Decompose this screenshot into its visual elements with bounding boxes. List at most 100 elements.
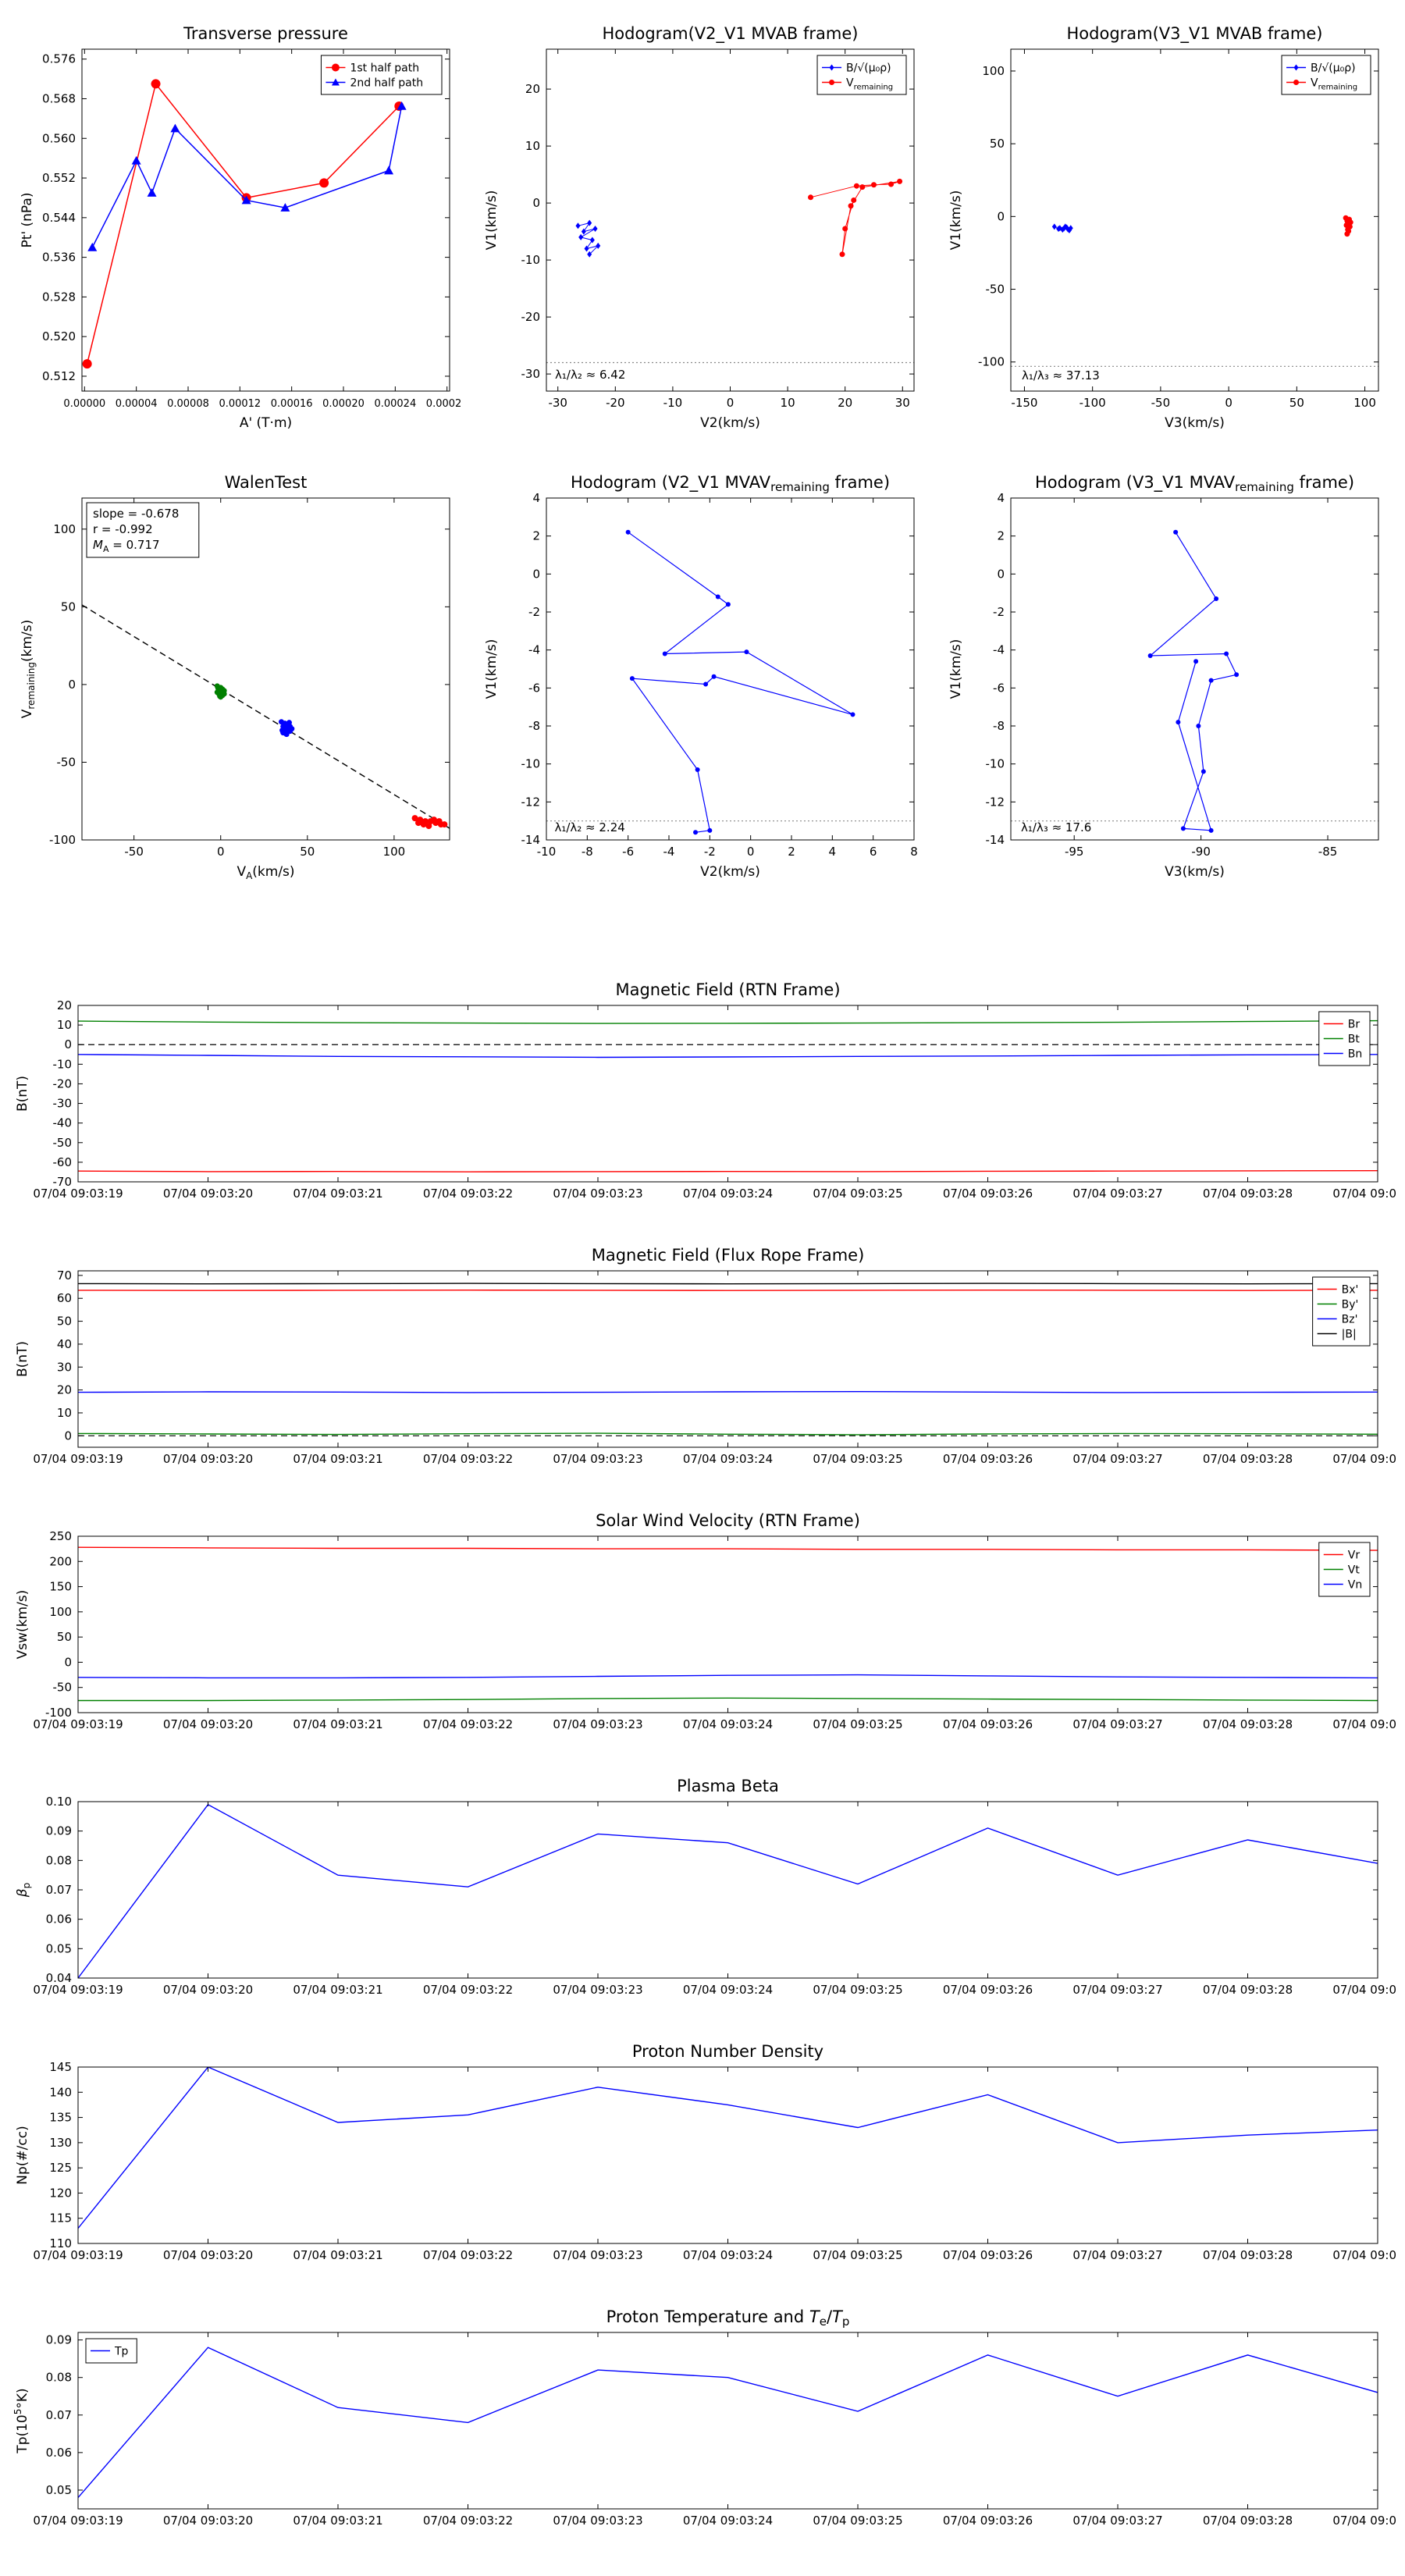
x-tick-label: -85 <box>1318 845 1338 859</box>
x-tick-label: 100 <box>383 845 406 859</box>
series-line-1 <box>78 1697 1378 1702</box>
x-tick-label: 07/04 09:03:23 <box>553 2514 642 2528</box>
series-line-0 <box>78 1803 1378 1978</box>
x-tick-label: 50 <box>1289 396 1304 410</box>
legend-label: Bn <box>1348 1048 1362 1061</box>
y-axis-label: V1(km/s) <box>484 190 500 251</box>
chart-walen-test: -50 0 50 100 -100 -50 0 50 100 WalenTest VA(km/s) V… <box>8 463 461 888</box>
x-tick-label: 8 <box>910 845 918 859</box>
chart-hodogram-v2v1-mvab: -30 -20 -10 0 10 20 30 -30 -20 -10 0 10 20 Hodogram(V… <box>472 14 925 439</box>
x-tick-label: 07/04 09:03:21 <box>293 1452 382 1466</box>
y-tick-label: 20 <box>525 82 540 96</box>
x-tick-label: 07/04 09:03:28 <box>1203 2248 1293 2262</box>
x-tick-label: 2 <box>788 845 795 859</box>
series-line-1 <box>78 1019 1378 1024</box>
legend-label: |B| <box>1342 1329 1357 1341</box>
marker <box>725 602 731 607</box>
marker <box>411 815 418 822</box>
x-tick-label: 6 <box>870 845 877 859</box>
marker <box>662 651 667 656</box>
x-tick-label: 07/04 09:03:25 <box>813 1187 902 1201</box>
x-tick-label: 07/04 09:03:29 <box>1332 1717 1397 1731</box>
marker <box>808 194 814 201</box>
plot-frame <box>81 497 450 841</box>
marker <box>848 203 854 209</box>
y-tick-label: -6 <box>528 681 540 695</box>
y-tick-label: -2 <box>528 605 540 619</box>
chart-title: Solar Wind Velocity (RTN Frame) <box>596 1511 860 1530</box>
y-tick-label: 10 <box>525 139 540 153</box>
y-tick-label: -10 <box>521 757 541 771</box>
x-tick-label: 07/04 09:03:27 <box>1072 1187 1162 1201</box>
marker <box>331 78 340 86</box>
y-tick-label: 60 <box>57 1291 72 1305</box>
y-tick-label: 20 <box>57 1383 72 1397</box>
y-tick-label: 0.07 <box>46 1883 72 1897</box>
series-line-0 <box>78 1546 1378 1551</box>
x-tick-label: 07/04 09:03:27 <box>1072 1983 1162 1997</box>
x-tick-label: 07/04 09:03:28 <box>1203 1452 1293 1466</box>
marker <box>695 767 700 772</box>
chart-proton-temperature: 07/04 09:03:19 07/04 09:03:20 07/04 09:03:… <box>8 2307 1397 2542</box>
y-tick-label: -70 <box>53 1175 73 1189</box>
x-tick-label: 07/04 09:03:26 <box>943 1717 1033 1731</box>
y-tick-label: 0 <box>532 196 540 210</box>
marker <box>1208 678 1214 683</box>
y-tick-label: 0.512 <box>42 369 76 383</box>
marker <box>215 685 221 692</box>
y-tick-label: 115 <box>49 2211 72 2226</box>
marker <box>1214 596 1219 601</box>
legend-label: Tp <box>114 2346 129 2358</box>
chart-title: WalenTest <box>225 473 308 492</box>
x-tick-label: 07/04 09:03:24 <box>683 2514 773 2528</box>
y-tick-label: 10 <box>57 1018 72 1032</box>
y-tick-label: -20 <box>53 1076 73 1091</box>
y-tick-label: 0 <box>64 1429 72 1443</box>
marker <box>425 823 432 830</box>
marker <box>431 817 438 824</box>
marker <box>331 63 340 72</box>
legend-label: Vn <box>1348 1579 1362 1592</box>
chart-hodogram-v2v1-mvav: -10 -8 -6 -4 -2 0 2 4 6 8 -14 -12 -10 -8 -6 -4 -2 0 2 4 Hodo… <box>472 463 925 888</box>
marker <box>711 674 717 679</box>
legend-label: 2nd half path <box>350 77 423 90</box>
y-tick-label: 150 <box>49 1580 72 1594</box>
x-tick-label: 07/04 09:03:27 <box>1072 1452 1162 1466</box>
x-tick-label: -50 <box>124 845 144 859</box>
annotation: λ₁/λ₂ ≈ 2.24 <box>554 820 624 834</box>
chart-hodogram-v3v1-mvav: -95 -90 -85 -14 -12 -10 -8 -6 -4 -2 0 2 4 Hodogram (V… <box>937 463 1389 888</box>
y-tick-label: 50 <box>990 137 1005 151</box>
y-tick-label: -6 <box>993 681 1005 695</box>
marker <box>280 203 290 212</box>
plot-frame <box>77 1270 1378 1448</box>
plot-frame <box>77 2332 1378 2510</box>
legend-label: Vremaining <box>1311 77 1357 92</box>
y-tick-label: 145 <box>49 2060 72 2074</box>
x-tick-label: 07/04 09:03:20 <box>163 2248 253 2262</box>
x-tick-label: -10 <box>663 396 683 410</box>
x-tick-label: 0.00012 <box>219 398 261 410</box>
y-tick-label: 50 <box>57 1315 72 1329</box>
marker <box>420 821 427 828</box>
marker <box>220 690 226 696</box>
y-tick-label: 70 <box>57 1268 72 1283</box>
y-tick-label: 0 <box>68 678 76 692</box>
stats-box <box>86 502 200 558</box>
x-tick-label: 07/04 09:03:20 <box>163 2514 253 2528</box>
legend-label: Vt <box>1348 1564 1361 1577</box>
chart-title: Transverse pressure <box>183 24 348 43</box>
y-tick-label: -30 <box>53 1097 73 1111</box>
y-axis-label: V1(km/s) <box>484 639 500 699</box>
y-axis-label: Vremaining(km/s) <box>20 620 37 719</box>
x-tick-label: 100 <box>1353 396 1376 410</box>
x-axis-label: V3(km/s) <box>1165 415 1225 431</box>
y-axis-label: B(nT) <box>15 1341 30 1377</box>
marker <box>1200 769 1206 774</box>
y-tick-label: -20 <box>521 310 541 324</box>
y-axis-label: Np(#/cc) <box>15 2126 30 2184</box>
series-line-3 <box>78 1283 1378 1285</box>
x-tick-label: -90 <box>1191 845 1211 859</box>
y-tick-label: 30 <box>57 1360 72 1374</box>
y-axis-label: V1(km/s) <box>948 639 964 699</box>
